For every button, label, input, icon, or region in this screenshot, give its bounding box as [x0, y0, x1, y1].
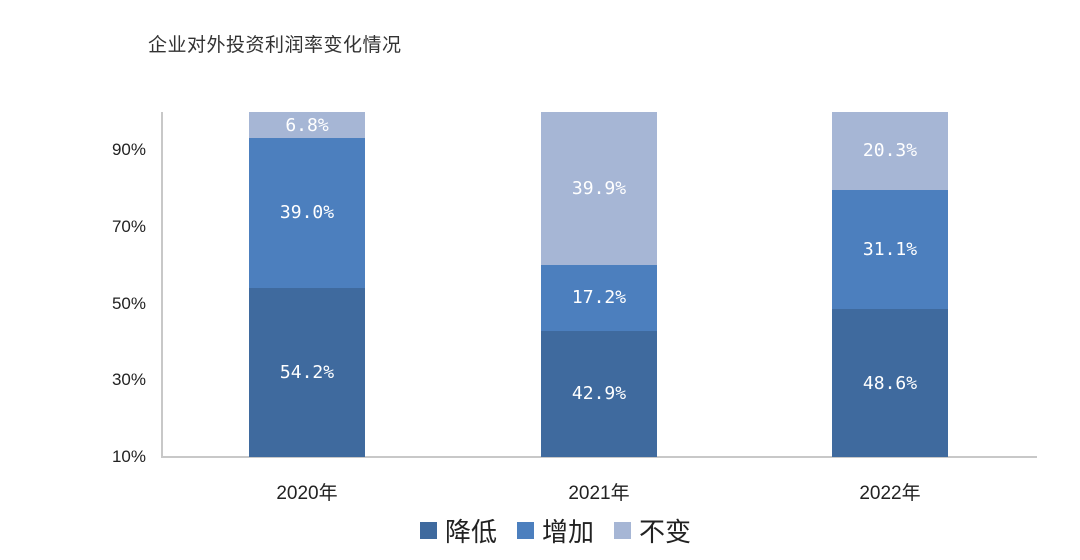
legend-swatch-icon [614, 522, 632, 539]
y-axis-line [161, 112, 163, 458]
legend-swatch-icon [420, 522, 437, 539]
y-tick-label: 90% [111, 140, 146, 160]
bar-segment: 31.1% [832, 189, 948, 310]
data-label: 39.9% [571, 177, 627, 199]
x-axis-line [161, 456, 1037, 458]
data-label: 20.3% [862, 140, 918, 162]
y-tick-label: 70% [111, 217, 146, 236]
legend-swatch-icon [517, 522, 535, 539]
data-label: 6.8% [285, 114, 329, 136]
data-label: 42.9% [571, 383, 627, 405]
x-tick-label: 2021年 [568, 483, 630, 504]
data-label: 17.2% [571, 287, 627, 309]
bar-segment: 6.8% [249, 112, 365, 139]
data-label: 39.0% [279, 202, 335, 224]
bar-2021年: 42.9% 17.2% 39.9% [541, 0, 657, 560]
x-tick-label: 2020年 [276, 483, 338, 504]
bar-segment: 48.6% [832, 309, 948, 457]
data-label: 31.1% [862, 238, 918, 260]
legend-item: 增加 [517, 512, 594, 549]
legend-label: 不变 [639, 518, 692, 548]
legend-item: 降低 [420, 512, 497, 549]
bar-2022年: 48.6% 31.1% 20.3% [832, 0, 948, 560]
bar-segment: 20.3% [832, 112, 948, 190]
bar-segment: 17.2% [541, 264, 657, 331]
bar-2020年: 54.2% 39.0% 6.8% [249, 0, 365, 560]
bar-segment: 42.9% [541, 330, 657, 457]
bar-segment: 54.2% [249, 287, 365, 457]
chart-title: 企业对外投资利润率变化情况 [148, 34, 402, 56]
x-tick-label: 2022年 [859, 483, 921, 504]
legend-item: 不变 [614, 512, 691, 549]
legend-label: 降低 [445, 518, 498, 548]
y-tick-label: 50% [111, 293, 146, 313]
legend: 降低 增加 不变 [420, 512, 691, 549]
y-tick-label: 30% [111, 370, 146, 390]
bar-segment: 39.0% [249, 138, 365, 288]
legend-label: 增加 [542, 518, 595, 548]
data-label: 48.6% [862, 372, 918, 394]
bar-segment: 39.9% [541, 112, 657, 265]
data-label: 54.2% [279, 361, 335, 383]
y-tick-label: 10% [111, 447, 146, 466]
